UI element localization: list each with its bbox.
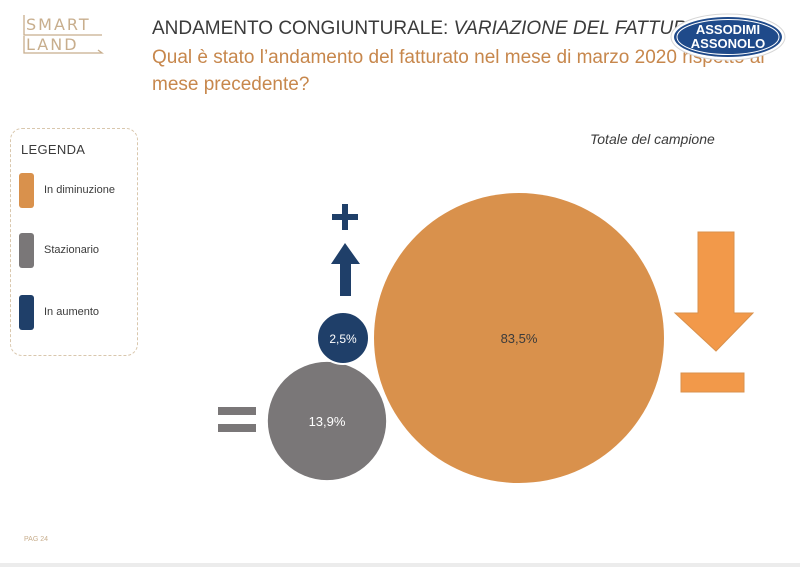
legend-label-increase: In aumento [44,306,100,318]
bubble-increase-label: 2,5% [329,332,357,346]
bubble-stable: 13,9% [267,361,387,481]
minus-icon [680,372,745,393]
badge-line-1: ASSODIMI [696,22,760,37]
assodimi-assonolo-badge: ASSODIMI ASSONOLO [670,13,786,61]
bubble-decrease-circle [374,193,664,483]
title-prefix: ANDAMENTO CONGIUNTURALE: [152,18,454,39]
legend: LEGENDA In diminuzione Stazionario In au… [10,128,138,356]
bubble-decrease: 83,5% [374,193,664,483]
legend-swatch-decrease [19,173,34,208]
bubble-increase-circle [316,311,370,365]
smartland-logo: SMART LAND [22,14,106,56]
legend-swatch-stable [19,233,34,268]
legend-swatch-increase [19,295,34,330]
equals-icon [218,407,256,432]
legend-label-decrease: In diminuzione [44,184,115,196]
badge-line-2: ASSONOLO [691,36,765,51]
up-arrow-plus-icon [331,204,360,296]
equals-bar-top [218,407,256,415]
title-italic: VARIAZIONE DEL FATTURATO [453,18,725,39]
bubble-decrease-label: 83,5% [501,331,538,346]
down-arrow-minus-icon [673,231,755,393]
bottom-divider [0,563,800,567]
logo-line-2: LAND [26,35,79,54]
smartland-logo-frame [23,15,104,54]
chart-subtitle: Totale del campione [590,131,715,147]
logo-line-1: SMART [26,15,91,34]
page-number: PAG 24 [24,536,48,543]
up-arrow-icon [331,243,360,296]
bubble-stable-circle [267,361,387,481]
equals-bar-bottom [218,424,256,432]
legend-title: LEGENDA [21,142,86,157]
plus-icon-v [342,204,348,230]
bubble-stable-label: 13,9% [309,414,346,429]
page-title: ANDAMENTO CONGIUNTURALE: VARIAZIONE DEL … [152,18,724,40]
question-subtitle: Qual è stato l’andamento del fatturato n… [152,47,765,95]
down-arrow-icon [673,231,755,352]
bubble-increase: 2,5% [316,311,370,365]
legend-label-stable: Stazionario [44,244,100,256]
